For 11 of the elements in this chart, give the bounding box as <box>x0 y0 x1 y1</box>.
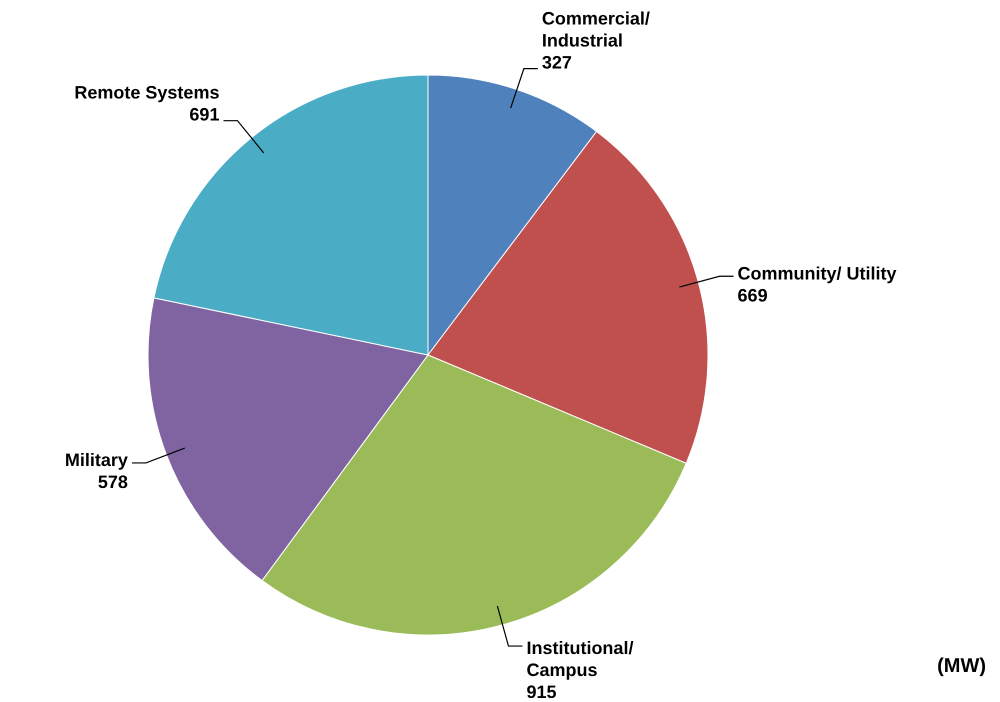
text: (MW) <box>937 655 986 678</box>
data-label: 691 <box>189 104 220 125</box>
slice-label: Community/ Utility <box>738 263 897 284</box>
data-label: 669 <box>738 285 768 306</box>
data-label: 915 <box>526 682 557 702</box>
slice-label: Military <box>64 450 128 470</box>
slice-label: Institutional/ Campus <box>526 638 634 680</box>
slice-label: Remote Systems <box>74 82 220 103</box>
slice-label: Commercial/ Industrial <box>542 8 650 51</box>
data-label: 578 <box>98 472 128 492</box>
data-label: 327 <box>542 52 572 73</box>
